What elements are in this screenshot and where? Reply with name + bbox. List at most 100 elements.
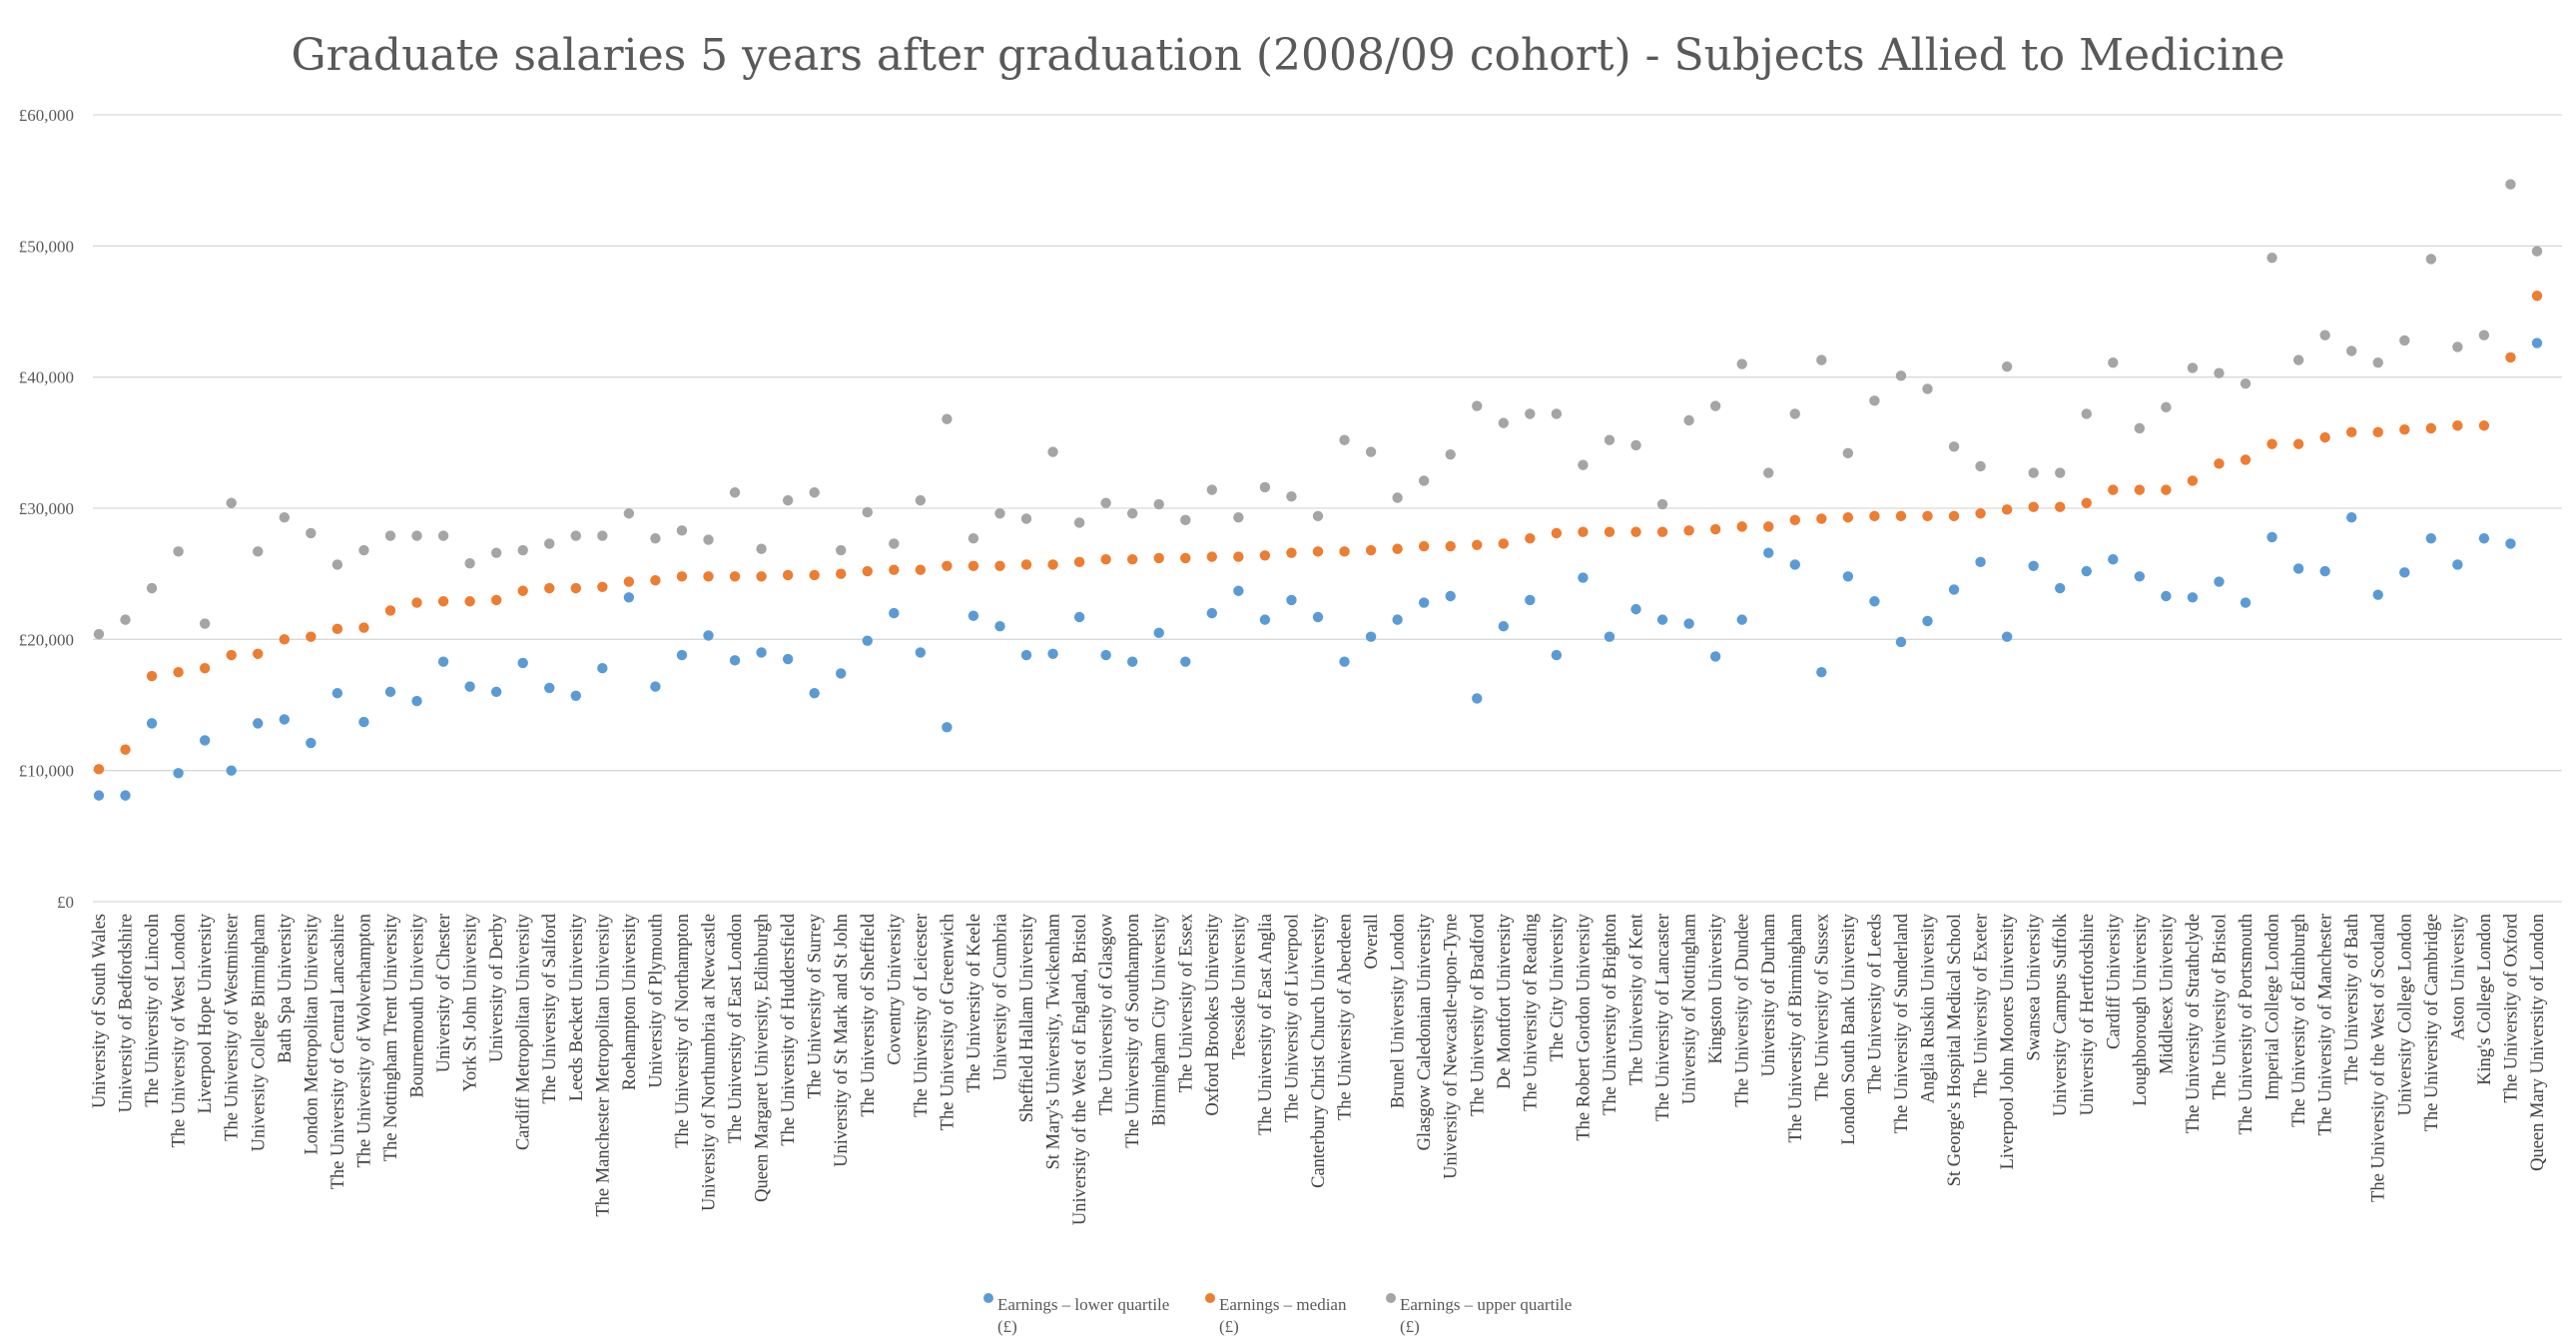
legend-label: Earnings – median (1219, 1295, 1347, 1314)
x-tick-label: University of the West of England, Brist… (1070, 914, 1090, 1225)
data-point-lower-quartile (517, 657, 528, 669)
x-tick-label: St George's Hospital Medical School (1945, 914, 1965, 1186)
data-point-lower-quartile (1392, 614, 1403, 625)
data-point-median (1842, 511, 1854, 523)
x-tick-label: The University of Leicester (912, 914, 932, 1117)
data-point-median (93, 764, 105, 775)
data-point-median (517, 585, 528, 596)
data-point-median (1100, 554, 1111, 565)
data-point-upper-quartile (2505, 179, 2516, 190)
x-tick-label: Leeds Beckett University (567, 913, 587, 1101)
data-point-median (676, 571, 688, 582)
data-point-median (1869, 510, 1880, 522)
data-point-lower-quartile (1948, 584, 1960, 595)
data-point-median (836, 568, 847, 579)
x-tick-label: The University of Strathclyde (2184, 914, 2204, 1133)
x-tick-label: University of South Wales (90, 914, 110, 1108)
data-point-lower-quartile (967, 610, 979, 621)
x-tick-label: Loughborough University (2131, 913, 2151, 1105)
data-point-median (1895, 510, 1907, 522)
data-point-upper-quartile (836, 544, 847, 556)
data-point-median (1339, 546, 1350, 557)
data-point-median (2478, 420, 2490, 431)
x-tick-label: The University of Exeter (1972, 914, 1992, 1097)
x-tick-label: University of St Mark and St John (832, 914, 852, 1167)
data-point-lower-quartile (1233, 585, 1244, 596)
data-point-lower-quartile (1020, 649, 1032, 661)
data-point-lower-quartile (1842, 571, 1854, 582)
x-tick-label: The University of East London (726, 914, 746, 1143)
x-tick-label: St Mary's University, Twickenham (1044, 913, 1064, 1169)
y-tick-label: £10,000 (19, 762, 74, 781)
data-point-lower-quartile (809, 687, 820, 699)
data-point-lower-quartile (676, 649, 688, 661)
data-point-upper-quartile (2240, 378, 2252, 389)
x-tick-label: Sheffield Hallam University (1017, 913, 1037, 1122)
data-point-median (146, 670, 158, 682)
data-point-lower-quartile (2452, 559, 2463, 570)
data-point-median (2399, 424, 2410, 435)
data-point-lower-quartile (199, 735, 211, 746)
x-tick-label: The University of Brighton (1601, 914, 1620, 1115)
data-point-lower-quartile (2134, 571, 2146, 582)
data-point-lower-quartile (2478, 533, 2490, 544)
data-point-upper-quartile (1365, 446, 1377, 457)
data-point-upper-quartile (2478, 330, 2490, 340)
data-point-median (2266, 438, 2277, 449)
data-point-lower-quartile (411, 695, 422, 707)
x-tick-label: The University of Reading (1521, 914, 1541, 1111)
x-tick-label: University of Derby (487, 913, 507, 1062)
data-point-upper-quartile (464, 557, 475, 569)
data-point-lower-quartile (782, 653, 794, 665)
data-point-upper-quartile (1789, 408, 1800, 419)
data-point-median (1975, 508, 1986, 519)
x-tick-label: Kingston University (1706, 913, 1726, 1063)
x-tick-label: University of Bedfordshire (117, 914, 137, 1112)
data-point-lower-quartile (2187, 592, 2199, 603)
data-point-median (1736, 521, 1747, 532)
data-point-median (384, 605, 396, 616)
data-point-lower-quartile (1656, 614, 1668, 625)
data-point-median (915, 564, 927, 575)
x-tick-label: University of Nottingham (1680, 913, 1700, 1104)
data-point-lower-quartile (1498, 621, 1510, 632)
x-tick-label: The University of Salford (540, 913, 560, 1103)
data-point-upper-quartile (120, 614, 131, 625)
data-point-lower-quartile (862, 635, 873, 646)
legend-label: Earnings – upper quartile (1400, 1295, 1572, 1314)
data-point-upper-quartile (2108, 357, 2119, 368)
gridlines (93, 114, 2562, 903)
data-point-upper-quartile (146, 582, 158, 594)
y-tick-label: £30,000 (19, 499, 74, 518)
data-point-lower-quartile (1286, 594, 1297, 606)
x-tick-label: Glasgow Caledonian University (1415, 913, 1435, 1150)
x-tick-label: University of Northumbria at Newcastle (700, 914, 720, 1211)
legend: Earnings – lower quartile (£) Earnings – m… (983, 1293, 1572, 1336)
data-point-upper-quartile (1709, 400, 1721, 411)
data-point-lower-quartile (490, 686, 502, 698)
x-tick-label: The University of Huddersfield (779, 913, 799, 1145)
data-point-upper-quartile (544, 538, 555, 549)
data-point-median (1259, 550, 1271, 561)
x-tick-label: The University of Edinburgh (2289, 914, 2309, 1127)
data-point-median (994, 560, 1005, 571)
data-point-upper-quartile (1392, 492, 1403, 503)
data-point-lower-quartile (1206, 607, 1218, 619)
data-point-median (809, 569, 820, 581)
data-point-upper-quartile (1842, 447, 1854, 459)
data-point-median (1206, 551, 1218, 562)
data-point-upper-quartile (1869, 395, 1880, 406)
data-point-upper-quartile (1948, 441, 1960, 452)
x-tick-label: Swansea University (2025, 913, 2045, 1060)
data-point-median (1816, 513, 1827, 524)
data-point-lower-quartile (1339, 656, 1350, 667)
x-tick-label: Brunel University London (1389, 914, 1409, 1108)
legend-label: Earnings – lower quartile (997, 1295, 1169, 1314)
data-point-lower-quartile (2345, 511, 2357, 523)
data-point-lower-quartile (120, 790, 131, 801)
data-point-upper-quartile (437, 530, 449, 541)
data-point-median (1578, 526, 1589, 537)
x-tick-label: The University of Surrey (806, 913, 826, 1098)
data-point-median (2240, 454, 2252, 465)
